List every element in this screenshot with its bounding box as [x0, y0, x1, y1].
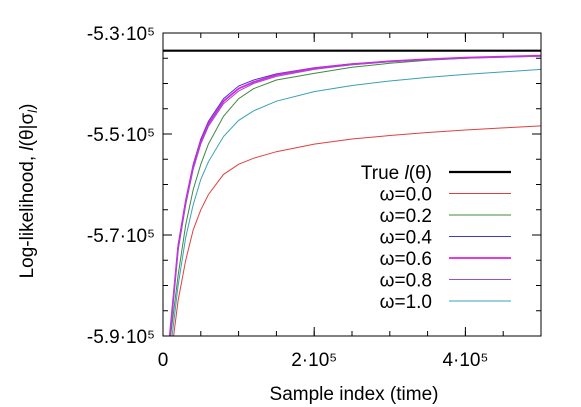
series-line-1 [170, 55, 542, 337]
y-axis-title-close: ) [17, 104, 38, 110]
y-tick-label: -5.3·10⁵ [87, 24, 155, 45]
legend-label: ω=0.8 [380, 271, 432, 292]
axis-ticks [162, 32, 542, 337]
y-axis-title-sub: l [25, 109, 40, 113]
y-axis-title-prefix: Log-likelihood, [17, 151, 38, 279]
y-axis-title: Log-likelihood, l(θ|σl) [17, 104, 40, 279]
x-tick-label: 0 [158, 350, 169, 371]
legend-label: ω=1.0 [380, 292, 432, 313]
series-line-5 [171, 68, 542, 337]
legend-label: ω=0.4 [380, 228, 433, 249]
y-axis-title-l: l [17, 146, 38, 151]
y-tick-label: -5.7·10⁵ [87, 226, 155, 247]
y-axis-title-open: (θ|σ [17, 113, 38, 147]
legend-label: ω=0.6 [380, 249, 432, 270]
plot-frame [162, 32, 542, 337]
y-tick-label: -5.5·10⁵ [87, 125, 155, 146]
series-layer [163, 49, 542, 337]
series-line-0 [173, 125, 542, 337]
x-tick-label: 4·10⁵ [442, 350, 488, 371]
series-line-3 [168, 54, 542, 337]
x-axis-title: Sample index (time) [270, 384, 439, 405]
legend-label: True l(θ) [361, 163, 432, 184]
x-tick-label: 2·10⁵ [291, 350, 337, 371]
series-line-2 [169, 55, 542, 337]
series-line-4 [169, 55, 542, 337]
legend: True l(θ)ω=0.0ω=0.2ω=0.4ω=0.6ω=0.8ω=1.0 [361, 163, 511, 313]
y-tick-label: -5.9·10⁵ [87, 327, 155, 348]
legend-label: ω=0.2 [380, 206, 432, 227]
legend-label: ω=0.0 [380, 185, 432, 206]
